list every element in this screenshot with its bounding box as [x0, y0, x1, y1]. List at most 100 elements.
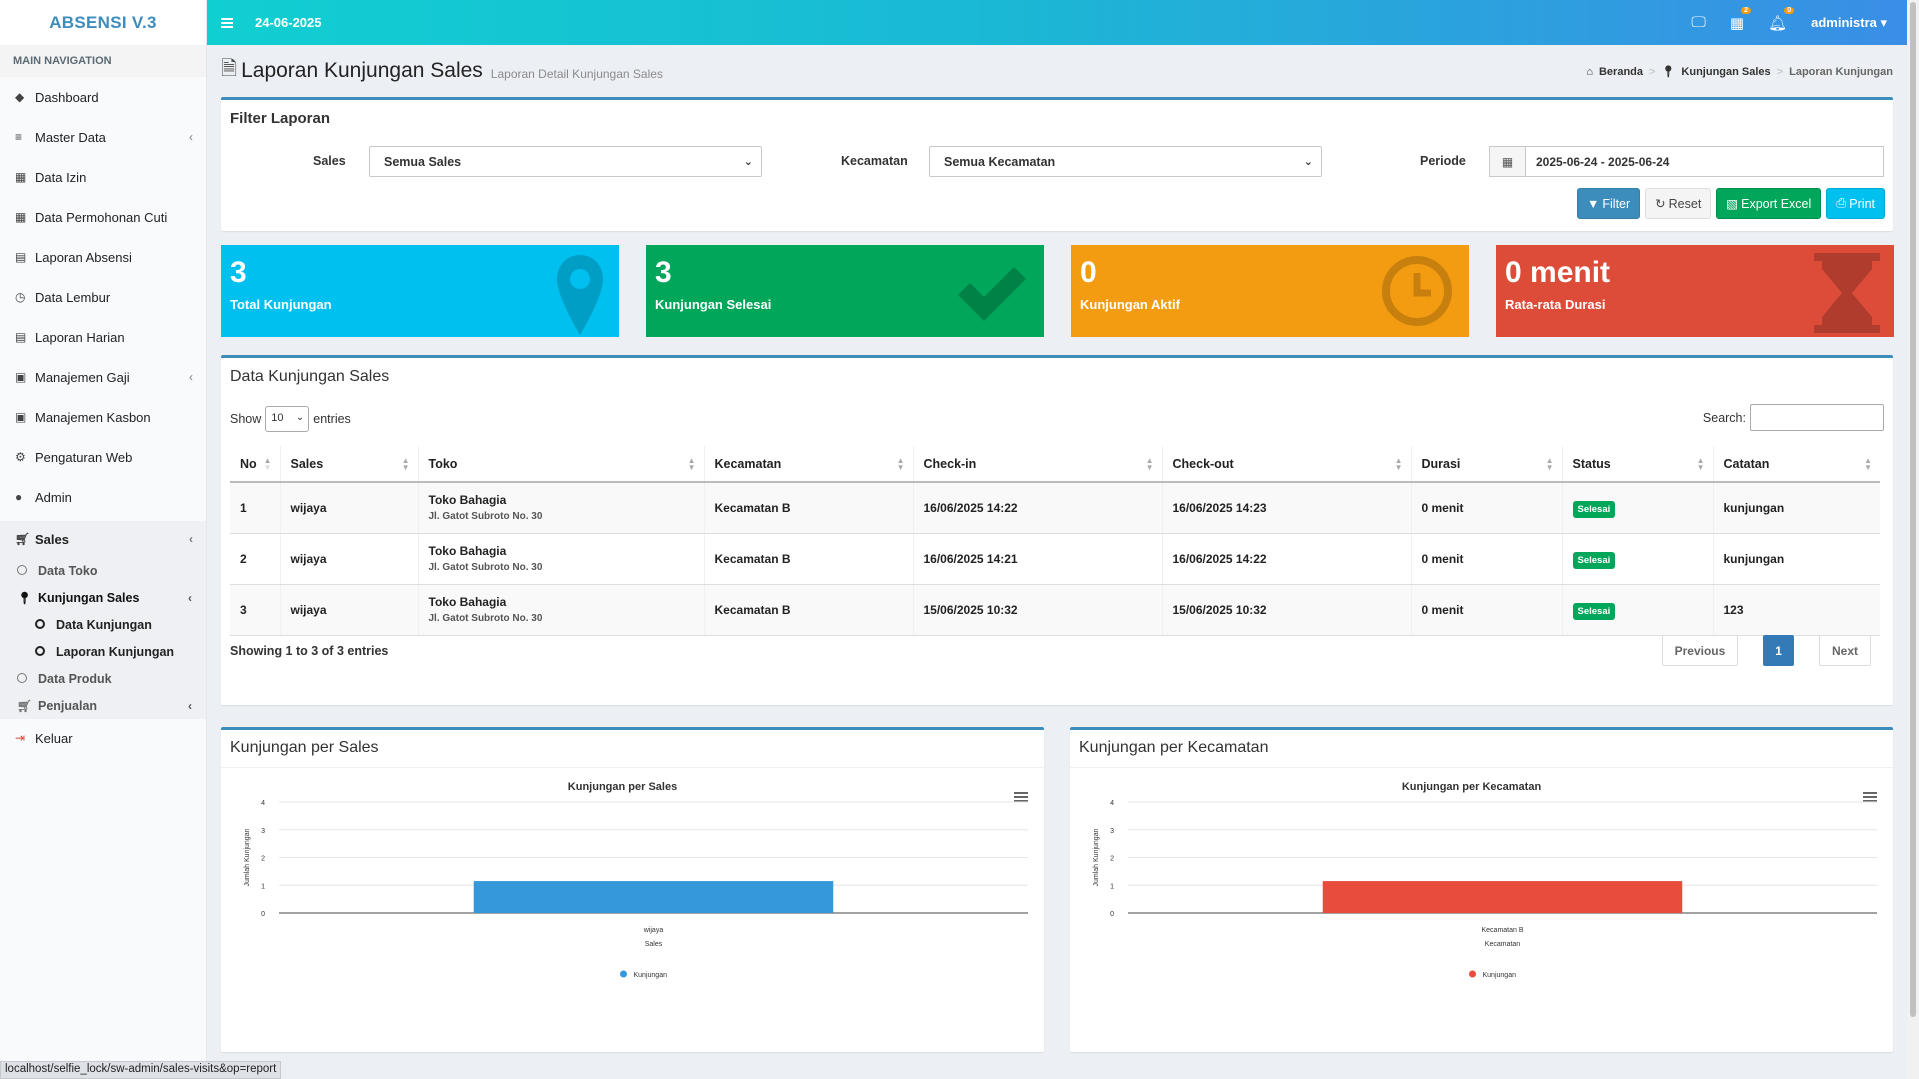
- sidebar-item-data-toko[interactable]: Data Toko: [0, 557, 206, 584]
- sidebar-item-label: Data Toko: [38, 563, 98, 578]
- stat-card-kunjungan-aktif: 0 Kunjungan Aktif: [1071, 245, 1469, 337]
- x-axis-label: Kecamatan: [1485, 941, 1521, 948]
- bell-icon[interactable]: 🔔︎ 0: [1768, 6, 1795, 32]
- chart-menu-icon[interactable]: [1014, 792, 1028, 802]
- chart-kunjungan-per-sales: Kunjungan per Sales 0 1 2 3 4 Jumlah Kunjungan…: [244, 781, 1028, 979]
- kecamatan-select[interactable]: Semua Kecamatan ⌄: [929, 146, 1322, 177]
- entries-length-select[interactable]: 10 ⌄: [265, 406, 310, 432]
- scrollbar-thumb[interactable]: [1910, 2, 1916, 1017]
- cell-catatan: kunjungan: [1712, 482, 1880, 534]
- topbar-date: 24-06-2025: [255, 15, 322, 30]
- pagination-page-1[interactable]: 1: [1763, 635, 1794, 666]
- periode-label: Periode: [1420, 154, 1466, 168]
- sales-select[interactable]: Semua Sales ⌄: [369, 146, 762, 177]
- sign-out-icon: ⇥: [15, 731, 26, 745]
- sidebar-item-manajemen-gaji[interactable]: ▣ Manajemen Gaji ‹: [0, 357, 206, 397]
- column-header-durasi[interactable]: Durasi ▲ ▼: [1410, 446, 1562, 483]
- sidebar-item-label: Data Izin: [35, 169, 87, 185]
- column-header-no[interactable]: No ▲ ▼: [230, 446, 280, 483]
- sidebar-item-penjualan[interactable]: 🛒︎ Penjualan ‹: [0, 692, 206, 719]
- chart-box-title: Kunjungan per Sales: [221, 730, 1044, 768]
- reset-button[interactable]: ↻ Reset: [1645, 188, 1712, 219]
- sort-icon: ▲ ▼: [896, 456, 905, 472]
- chevron-down-icon: ‹: [189, 532, 193, 546]
- kunjungan-table: No ▲ ▼ Sales ▲ ▼ Toko ▲ ▼ Kecamatan ▲ ▼ Check-in…: [230, 446, 1880, 636]
- circle-icon: [35, 645, 56, 659]
- sidebar-item-admin[interactable]: ● Admin: [0, 477, 206, 517]
- breadcrumb-home[interactable]: Beranda: [1598, 65, 1644, 78]
- column-header-kecamatan[interactable]: Kecamatan ▲ ▼: [703, 446, 913, 483]
- sidebar-item-sales[interactable]: 🛒︎ Sales ‹: [0, 521, 206, 557]
- sales-label: Sales: [313, 154, 346, 168]
- print-button[interactable]: ⎙ Print: [1826, 188, 1885, 219]
- sidebar-item-data-izin[interactable]: ▦ Data Izin: [0, 157, 206, 197]
- breadcrumb-separator: >: [1776, 65, 1784, 78]
- sidebar-item-logout[interactable]: ⇥ Keluar: [0, 719, 206, 757]
- sidebar-item-data-permohonan-cuti[interactable]: ▦ Data Permohonan Cuti: [0, 197, 206, 237]
- sidebar-item-laporan-harian[interactable]: ▤ Laporan Harian: [0, 317, 206, 357]
- cell-status: Selesai: [1561, 584, 1713, 636]
- stat-label: Rata-rata Durasi: [1505, 297, 1606, 312]
- hamburger-menu-icon[interactable]: [221, 16, 233, 30]
- sidebar-item-data-kunjungan[interactable]: Data Kunjungan: [0, 611, 206, 638]
- sidebar-item-laporan-kunjungan[interactable]: Laporan Kunjungan: [0, 638, 206, 665]
- clock-icon: [1382, 256, 1452, 326]
- column-header-check-out[interactable]: Check-out ▲ ▼: [1161, 446, 1411, 483]
- cell-check-in: 15/06/2025 10:32: [912, 584, 1162, 636]
- export-excel-button[interactable]: ▧ Export Excel: [1716, 188, 1822, 219]
- chart-title: Kunjungan per Sales: [568, 781, 677, 793]
- chart-kunjungan-per-kecamatan: Kunjungan per Kecamatan 0 1 2 3 4 Jumlah Kunju…: [1093, 781, 1877, 979]
- cell-durasi: 0 menit: [1410, 482, 1562, 534]
- circle-icon: [35, 618, 56, 632]
- search-input[interactable]: [1750, 404, 1884, 431]
- search-label: Search:: [1702, 410, 1746, 425]
- column-header-sales[interactable]: Sales ▲ ▼: [279, 446, 418, 483]
- sidebar-item-dashboard[interactable]: ◆ Dashboard: [0, 77, 206, 117]
- sidebar-item-manajemen-kasbon[interactable]: ▣ Manajemen Kasbon: [0, 397, 206, 437]
- chevron-down-icon: ‹: [188, 590, 192, 605]
- column-header-catatan[interactable]: Catatan ▲ ▼: [1712, 446, 1880, 483]
- sidebar-item-data-lembur[interactable]: ◷ Data Lembur: [0, 277, 206, 317]
- sidebar-item-master-data[interactable]: ≡ Master Data ‹: [0, 117, 206, 157]
- y-tick-label: 3: [261, 828, 265, 835]
- app-logo[interactable]: ABSENSI V.3: [0, 0, 206, 45]
- stat-value: 0 menit: [1505, 256, 1611, 289]
- filter-button-label: Filter: [1602, 196, 1631, 211]
- pagination-next[interactable]: Next: [1818, 635, 1871, 666]
- sidebar-item-data-produk[interactable]: Data Produk: [0, 665, 206, 692]
- sidebar-item-kunjungan-sales[interactable]: 📍︎ Kunjungan Sales ‹: [0, 584, 206, 611]
- table-title: Data Kunjungan Sales: [230, 368, 390, 385]
- desktop-icon[interactable]: 🖵︎: [1691, 14, 1706, 31]
- column-header-check-in[interactable]: Check-in ▲ ▼: [912, 446, 1162, 483]
- sidebar-item-label: Admin: [35, 489, 72, 505]
- breadcrumb-kunjungan-sales[interactable]: Kunjungan Sales: [1681, 65, 1771, 78]
- sidebar-item-label: Keluar: [35, 730, 73, 746]
- chart-menu-icon[interactable]: [1863, 792, 1877, 802]
- sidebar-item-label: Data Permohonan Cuti: [35, 209, 168, 225]
- sidebar-item-label: Kunjungan Sales: [38, 590, 140, 605]
- column-header-status[interactable]: Status ▲ ▼: [1561, 446, 1713, 483]
- table-header-row: No ▲ ▼ Sales ▲ ▼ Toko ▲ ▼ Kecamatan ▲ ▼ Check-in…: [230, 446, 1880, 483]
- sort-icon: ▲ ▼: [1145, 456, 1154, 472]
- toko-address: Jl. Gatot Subroto No. 30: [428, 613, 543, 624]
- page-scrollbar[interactable]: [1907, 0, 1919, 1079]
- sidebar-item-laporan-absensi[interactable]: ▤ Laporan Absensi: [0, 237, 206, 277]
- sidebar-item-pengaturan-web[interactable]: ⚙ Pengaturan Web: [0, 437, 206, 477]
- filter-icon: ▼: [1587, 196, 1600, 211]
- y-tick-label: 4: [1110, 800, 1114, 807]
- stat-label: Kunjungan Selesai: [655, 297, 772, 312]
- money-icon: ▣: [15, 410, 27, 424]
- pagination-previous[interactable]: Previous: [1661, 635, 1739, 666]
- breadcrumb: ⌂ Beranda > 📍︎ Kunjungan Sales > Laporan…: [1586, 65, 1893, 79]
- calendar-badge: 2: [1741, 6, 1752, 14]
- periode-daterange[interactable]: ▦ 2025-06-24 - 2025-06-24: [1489, 146, 1884, 177]
- cell-kecamatan: Kecamatan B: [703, 533, 913, 585]
- status-badge: Selesai: [1572, 602, 1616, 620]
- list-alt-icon: ▤: [15, 330, 27, 344]
- chevron-down-icon: ⌄: [743, 156, 753, 168]
- calendar-icon[interactable]: ▦ 2: [1730, 6, 1752, 32]
- calendar-icon: ▦: [15, 210, 27, 224]
- filter-button[interactable]: ▼ Filter: [1577, 188, 1641, 219]
- user-menu[interactable]: administra ▾: [1811, 14, 1887, 30]
- column-header-toko[interactable]: Toko ▲ ▼: [417, 446, 704, 483]
